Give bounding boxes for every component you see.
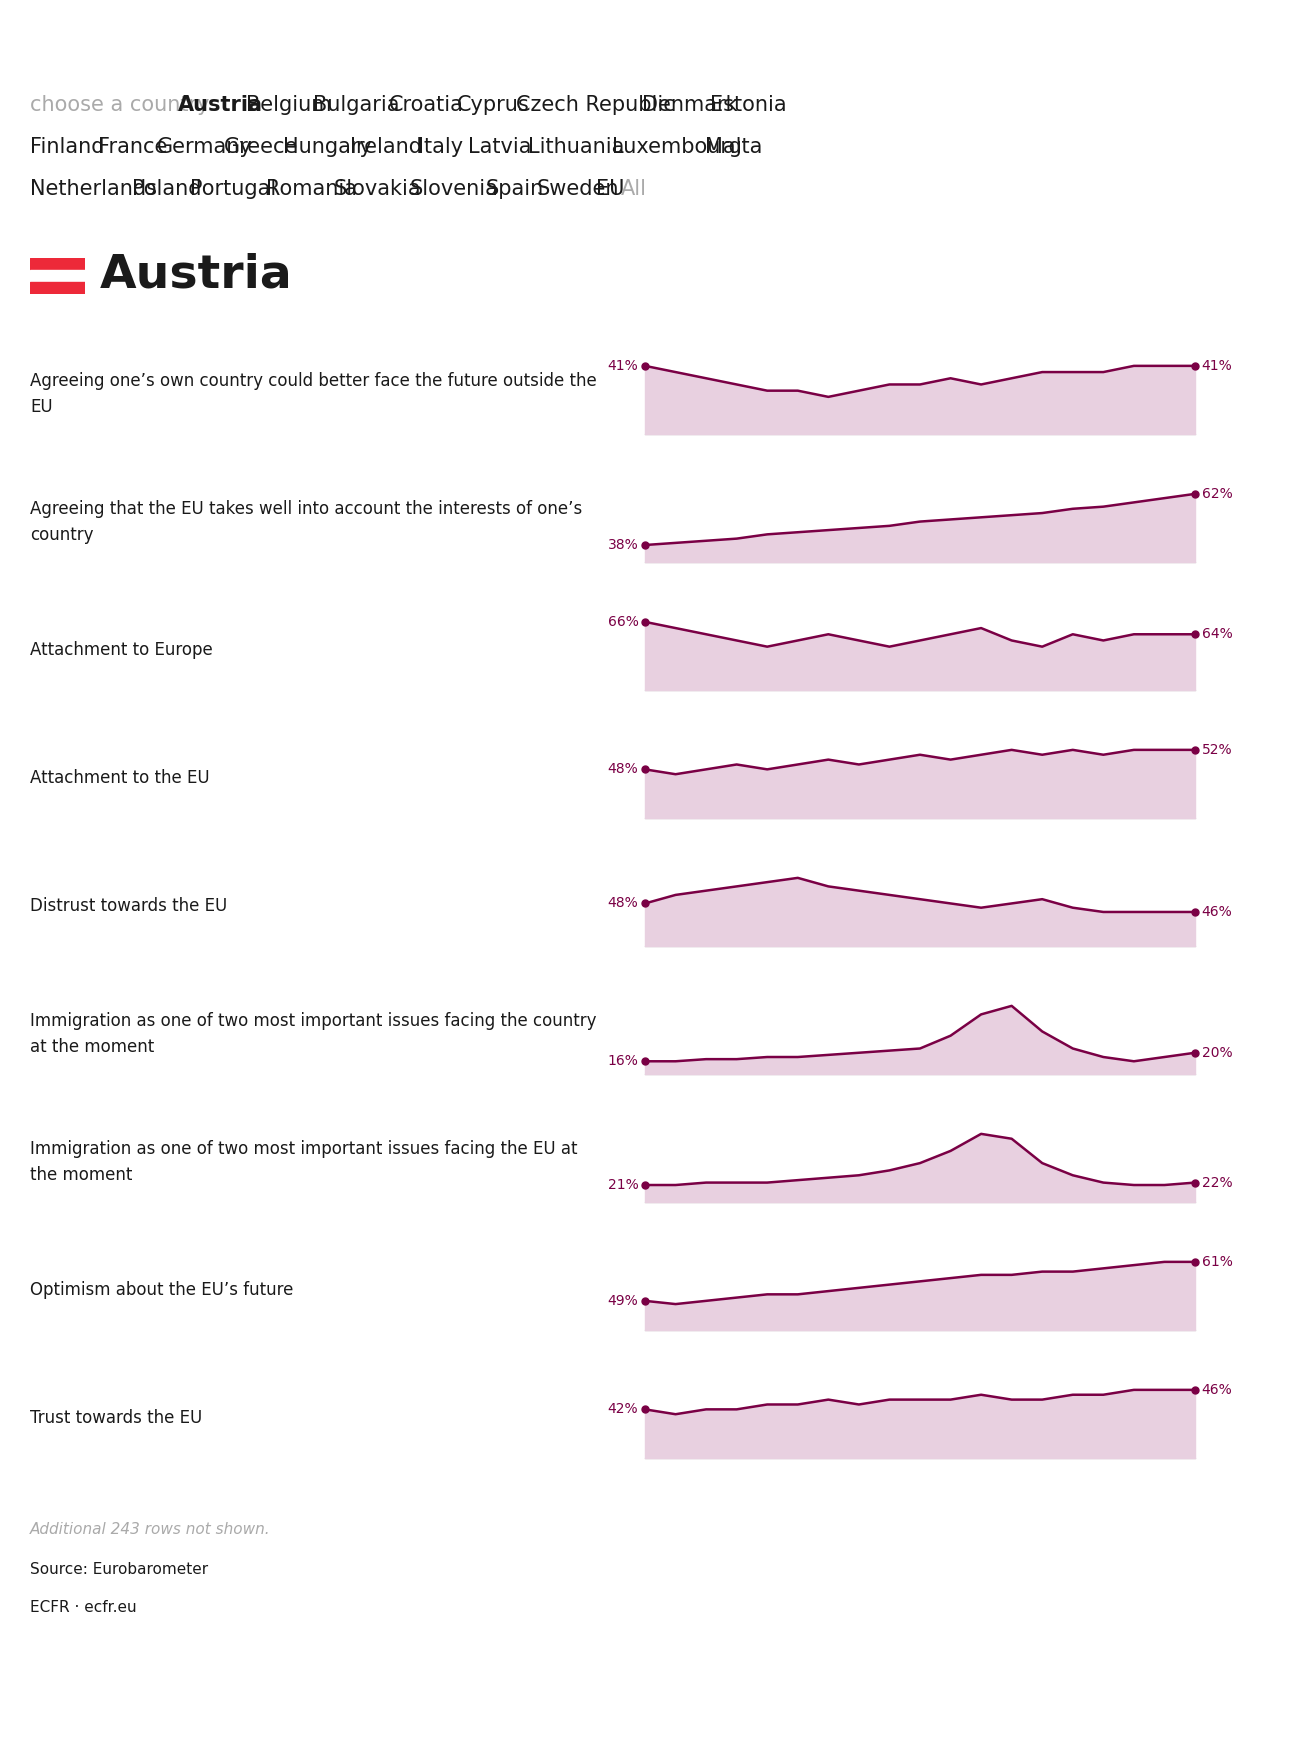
Text: Slovakia: Slovakia bbox=[334, 178, 421, 199]
Text: Austria: Austria bbox=[178, 94, 263, 115]
Text: Attachment to Europe: Attachment to Europe bbox=[30, 642, 213, 659]
Text: Czech Republic: Czech Republic bbox=[516, 94, 675, 115]
Text: Finland: Finland bbox=[30, 136, 104, 157]
Text: Optimism about the EU’s future: Optimism about the EU’s future bbox=[30, 1281, 294, 1299]
Text: Belgium: Belgium bbox=[246, 94, 332, 115]
Text: choose a country:: choose a country: bbox=[30, 94, 215, 115]
Text: Hungary: Hungary bbox=[283, 136, 372, 157]
Text: Bulgaria: Bulgaria bbox=[313, 94, 399, 115]
Text: Trust towards the EU: Trust towards the EU bbox=[30, 1409, 203, 1426]
Text: ECFR · ecfr.eu: ECFR · ecfr.eu bbox=[30, 1601, 136, 1615]
Text: 52%: 52% bbox=[1201, 743, 1232, 757]
Bar bbox=[30, 269, 84, 281]
Text: 22%: 22% bbox=[1201, 1176, 1232, 1190]
Text: Cyprus: Cyprus bbox=[456, 94, 529, 115]
Text: Source: Eurobarometer: Source: Eurobarometer bbox=[30, 1563, 208, 1577]
Text: Agreeing one’s own country could better face the future outside the
EU: Agreeing one’s own country could better … bbox=[30, 372, 597, 416]
Text: 64%: 64% bbox=[1201, 628, 1232, 642]
Text: All: All bbox=[620, 178, 646, 199]
Text: Denmark: Denmark bbox=[642, 94, 738, 115]
Text: 20%: 20% bbox=[1201, 1045, 1232, 1059]
Text: 62%: 62% bbox=[1201, 488, 1232, 502]
Text: Additional 243 rows not shown.: Additional 243 rows not shown. bbox=[30, 1523, 270, 1536]
Text: Romania: Romania bbox=[266, 178, 358, 199]
Text: Austria: Austria bbox=[100, 253, 292, 297]
Text: Immigration as one of two most important issues facing the EU at
the moment: Immigration as one of two most important… bbox=[30, 1140, 577, 1183]
Text: 38%: 38% bbox=[607, 538, 638, 552]
Text: Ireland: Ireland bbox=[351, 136, 422, 157]
Text: Malta: Malta bbox=[705, 136, 762, 157]
Text: Attachment to the EU: Attachment to the EU bbox=[30, 769, 209, 787]
Text: Agreeing that the EU takes well into account the interests of one’s
country: Agreeing that the EU takes well into acc… bbox=[30, 500, 582, 544]
Text: Italy: Italy bbox=[419, 136, 463, 157]
Text: Lithuania: Lithuania bbox=[528, 136, 624, 157]
Text: EU: EU bbox=[595, 178, 624, 199]
Text: 21%: 21% bbox=[607, 1178, 638, 1192]
Text: Poland: Poland bbox=[131, 178, 202, 199]
Text: Latvia: Latvia bbox=[468, 136, 532, 157]
Text: 41%: 41% bbox=[1201, 358, 1232, 372]
Text: 42%: 42% bbox=[608, 1402, 638, 1416]
Text: 61%: 61% bbox=[1201, 1255, 1232, 1269]
Text: Spain: Spain bbox=[486, 178, 545, 199]
Text: Distrust towards the EU: Distrust towards the EU bbox=[30, 897, 228, 914]
Text: Netherlands: Netherlands bbox=[30, 178, 157, 199]
Text: Sweden: Sweden bbox=[537, 178, 619, 199]
Text: 41%: 41% bbox=[607, 358, 638, 372]
Text: Portugal: Portugal bbox=[191, 178, 277, 199]
Text: Slovenia: Slovenia bbox=[410, 178, 499, 199]
Text: Greece: Greece bbox=[224, 136, 299, 157]
Bar bbox=[30, 281, 84, 294]
Bar bbox=[30, 259, 84, 269]
Text: Germany: Germany bbox=[156, 136, 252, 157]
Text: 46%: 46% bbox=[1201, 905, 1232, 919]
Text: Immigration as one of two most important issues facing the country
at the moment: Immigration as one of two most important… bbox=[30, 1012, 597, 1056]
Text: Estonia: Estonia bbox=[710, 94, 786, 115]
Text: Croatia: Croatia bbox=[389, 94, 464, 115]
Text: France: France bbox=[98, 136, 166, 157]
Text: 48%: 48% bbox=[607, 762, 638, 776]
Text: 48%: 48% bbox=[607, 897, 638, 911]
Text: Luxembourg: Luxembourg bbox=[612, 136, 742, 157]
Text: 66%: 66% bbox=[607, 615, 638, 629]
Text: 16%: 16% bbox=[607, 1054, 638, 1068]
Text: 46%: 46% bbox=[1201, 1383, 1232, 1397]
Text: 49%: 49% bbox=[607, 1294, 638, 1308]
